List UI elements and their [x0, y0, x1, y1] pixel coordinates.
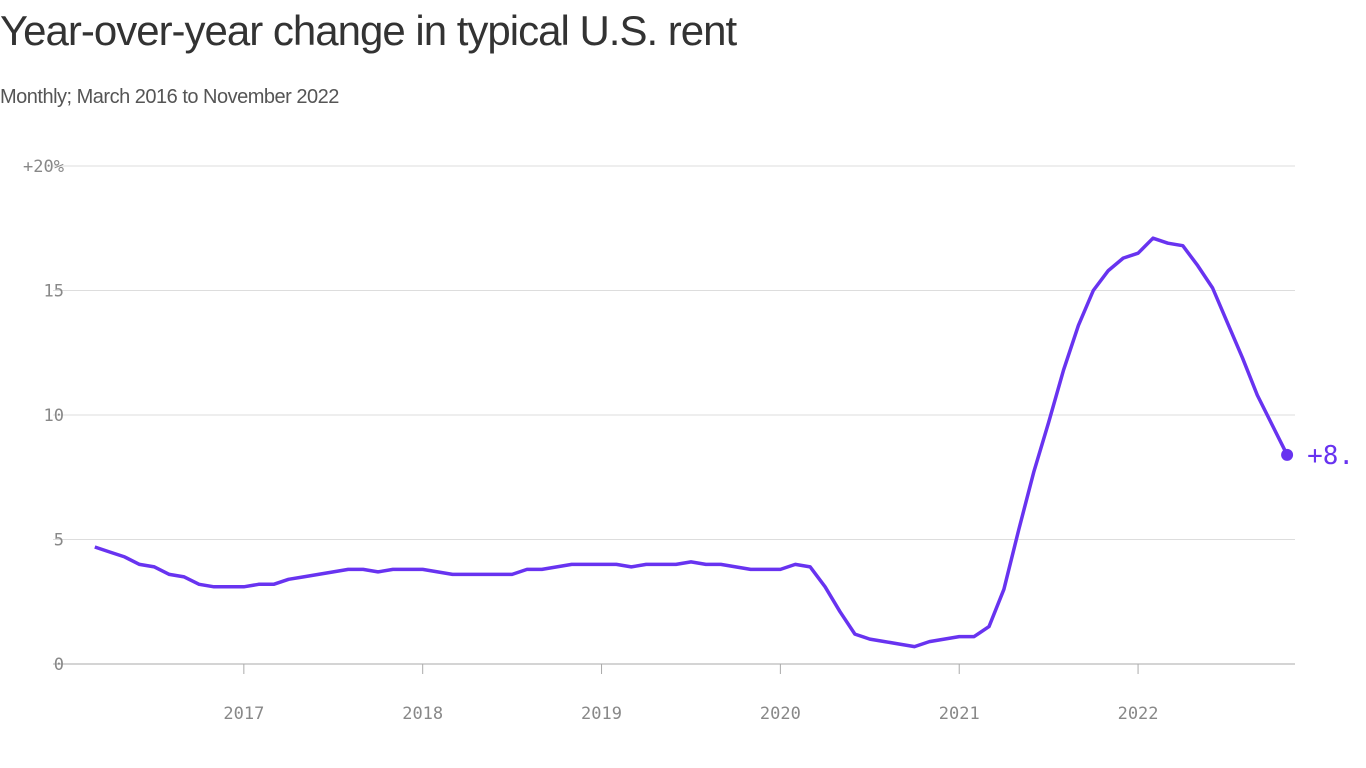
end-point [1281, 448, 1294, 461]
chart-title: Year-over-year change in typical U.S. re… [0, 7, 738, 54]
x-tick-label: 2021 [939, 704, 980, 724]
x-tick-label: 2018 [402, 704, 443, 724]
chart-subtitle: Monthly; March 2016 to November 2022 [0, 86, 339, 108]
y-tick-label: 5 [54, 531, 64, 551]
y-tick-label: 0 [54, 655, 64, 675]
x-tick-label: 2022 [1118, 704, 1159, 724]
y-tick-label: 15 [44, 282, 64, 302]
y-tick-label: 10 [44, 406, 64, 426]
y-tick-label: +20% [23, 157, 64, 177]
value-label: +8. [1307, 441, 1354, 471]
x-tick-label: 2017 [223, 704, 264, 724]
x-tick-label: 2020 [760, 704, 801, 724]
x-tick-label: 2019 [581, 704, 622, 724]
data-line [94, 236, 1289, 649]
